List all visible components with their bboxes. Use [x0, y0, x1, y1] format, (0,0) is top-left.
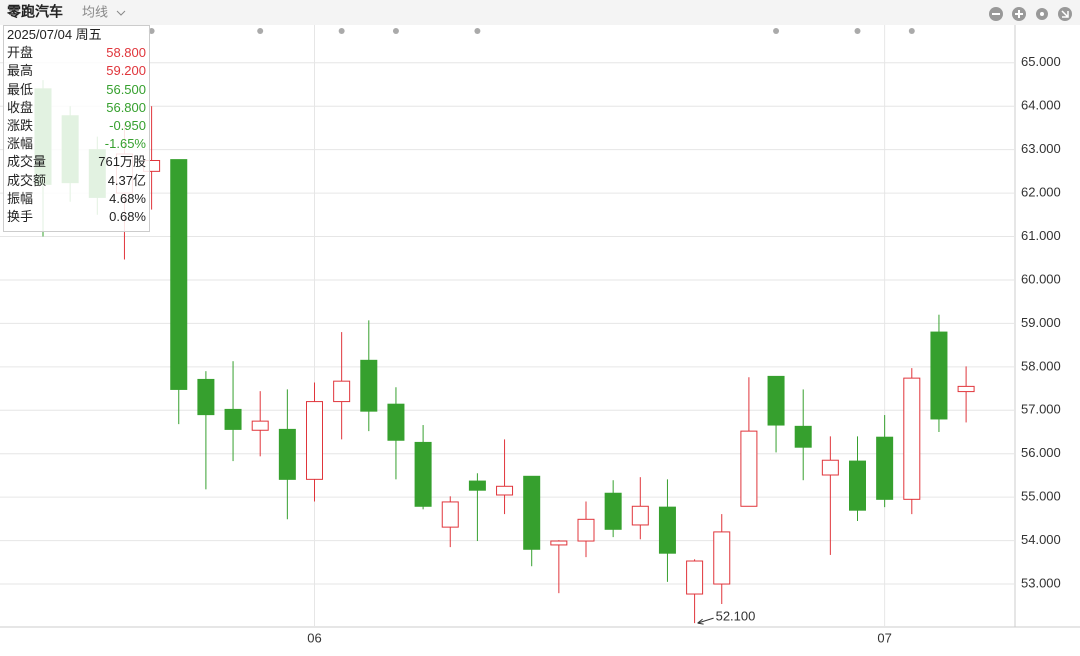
tooltip-value: -1.65%	[104, 136, 146, 152]
y-tick-label: 63.000	[1021, 141, 1061, 156]
candle-body	[876, 436, 894, 500]
event-dot	[773, 28, 780, 34]
y-tick-label: 64.000	[1021, 98, 1061, 113]
chart-title: 零跑汽车	[6, 4, 63, 20]
plot: 53.000 54.000 55.000 56.000 57.000 58.000 59.0…	[0, 25, 1061, 645]
tooltip: 2025/07/04 周五 开盘 58.800 最高 59.200 最低 56.500 收盘…	[3, 25, 150, 232]
tooltip-value: 59.200	[106, 63, 146, 79]
tooltip-label: 最高	[7, 63, 34, 79]
x-tick-label: 07	[877, 630, 891, 645]
candle-body	[930, 331, 948, 420]
candle-body	[740, 430, 758, 507]
indicator-menu[interactable]: 均线	[82, 4, 108, 19]
candle-body	[794, 425, 812, 448]
tooltip-value: 4.68%	[109, 190, 146, 206]
candle-body	[170, 159, 188, 390]
candle-body	[713, 531, 731, 585]
candle-body	[957, 385, 975, 393]
tooltip-value: 56.800	[106, 99, 146, 115]
tooltip-value: 4.37亿	[107, 172, 146, 188]
tooltip-value: 0.68%	[109, 208, 146, 224]
tooltip-label: 开盘	[7, 45, 34, 61]
candle-body	[658, 506, 676, 554]
tooltip-row: 最高 59.200	[4, 62, 149, 80]
toolbar	[989, 7, 1072, 21]
candle-body	[224, 408, 242, 430]
tooltip-row: 换手 0.68%	[4, 208, 149, 226]
candle-body	[686, 560, 704, 595]
tooltip-value: 58.800	[106, 45, 146, 61]
tooltip-label: 换手	[7, 208, 34, 224]
candle-body	[251, 420, 269, 431]
x-tick-label: 06	[307, 630, 321, 645]
y-tick-label: 56.000	[1021, 445, 1061, 460]
annotation: 52.100	[716, 609, 756, 624]
candle-body	[360, 359, 378, 412]
candle-body	[441, 501, 459, 528]
tooltip-label: 成交额	[7, 172, 47, 188]
tooltip-row: 开盘 58.800	[4, 44, 149, 62]
candle-body	[604, 492, 622, 530]
tooltip-label: 涨跌	[7, 117, 34, 133]
event-dot	[148, 28, 155, 34]
annotation-arrow	[697, 617, 714, 625]
y-tick-label: 54.000	[1021, 532, 1061, 547]
y-tick-label: 65.000	[1021, 54, 1061, 69]
tooltip-value: 56.500	[106, 81, 146, 97]
tooltip-row: 成交额 4.37亿	[4, 172, 149, 190]
y-tick-label: 62.000	[1021, 185, 1061, 200]
candle-body	[903, 377, 921, 500]
event-dot	[338, 28, 345, 34]
tooltip-label: 成交量	[7, 154, 47, 170]
candle-body	[577, 518, 595, 542]
y-tick-label: 58.000	[1021, 358, 1061, 373]
tooltip-label: 最低	[7, 81, 34, 97]
event-dot	[854, 28, 861, 34]
tooltip-date: 2025/07/04 周五	[7, 27, 102, 42]
candle-body	[821, 459, 839, 476]
candle-body	[333, 380, 351, 403]
tooltip-row: 最低 56.500	[4, 81, 149, 99]
candle-body	[767, 375, 785, 426]
dropdown-arrow[interactable]	[116, 10, 126, 16]
tooltip-row: 涨跌 -0.950	[4, 117, 149, 135]
y-tick-label: 60.000	[1021, 271, 1061, 286]
y-tick-label: 57.000	[1021, 402, 1061, 417]
top-bar	[0, 0, 1080, 25]
candle-body	[387, 403, 405, 441]
candle-body	[278, 428, 296, 480]
candle-body	[631, 505, 649, 526]
event-dot	[908, 28, 915, 34]
tooltip-label: 涨幅	[7, 136, 34, 152]
tooltip-row: 收盘 56.800	[4, 99, 149, 117]
event-dot	[474, 28, 481, 34]
candle-body	[197, 378, 215, 416]
candle-body	[496, 485, 514, 496]
candle-body	[414, 441, 432, 507]
candle-body	[849, 460, 866, 511]
candle-body	[468, 480, 486, 491]
y-tick-label: 59.000	[1021, 315, 1061, 330]
event-dot	[392, 28, 399, 34]
tooltip-row: 涨幅 -1.65%	[4, 135, 149, 153]
y-tick-label: 55.000	[1021, 489, 1061, 504]
event-dot	[257, 28, 264, 34]
candle-body	[306, 401, 323, 480]
tooltip-label: 收盘	[7, 99, 34, 115]
tooltip-row: 振幅 4.68%	[4, 190, 149, 208]
tooltip-label: 振幅	[7, 190, 34, 206]
y-tick-label: 53.000	[1021, 575, 1061, 590]
candle-body	[523, 475, 541, 550]
tooltip-row: 成交量 761万股	[4, 153, 149, 171]
y-tick-label: 61.000	[1021, 228, 1061, 243]
tooltip-value: 761万股	[98, 154, 146, 170]
tooltip-value: -0.950	[109, 117, 146, 133]
candle-body	[550, 540, 568, 546]
